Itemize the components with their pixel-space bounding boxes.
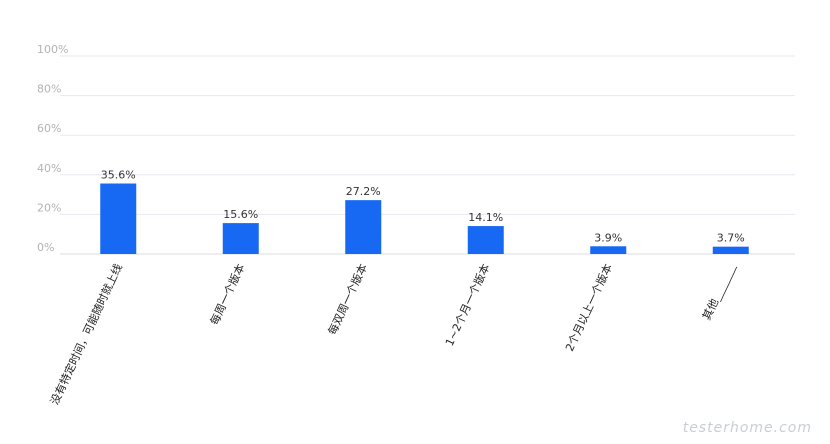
x-tick-label: 没有特定时间，可能随时就上线 (47, 261, 125, 406)
value-labels: 35.6% 15.6% 27.2% 14.1% 3.9% 3.7% (101, 169, 745, 245)
gridlines (60, 55, 795, 255)
y-axis-ticks: 0% 20% 40% 60% 80% 100% (37, 43, 68, 254)
data-label: 35.6% (101, 169, 136, 182)
data-label: 14.1% (468, 211, 503, 224)
bar (100, 183, 137, 254)
category-labels: 没有特定时间，可能随时就上线 每周一个版本 每双周一个版本 1~2个月一个版本 2个月以… (47, 261, 737, 407)
x-tick-label: 其他_______ (700, 261, 738, 322)
data-label: 3.7% (717, 232, 745, 245)
y-tick-label: 60% (37, 122, 61, 135)
y-tick-label: 0% (37, 241, 54, 254)
x-tick-label: 每周一个版本 (207, 261, 248, 327)
bar (467, 226, 504, 254)
bar (345, 200, 382, 254)
x-tick-label: 2个月以上一个版本 (562, 261, 615, 353)
y-tick-label: 20% (37, 201, 61, 214)
x-tick-label: 每双周一个版本 (325, 261, 370, 337)
data-label: 15.6% (223, 208, 258, 221)
bar (590, 246, 627, 254)
bar (712, 246, 749, 254)
watermark: testerhome.com (682, 420, 812, 436)
data-label: 27.2% (346, 185, 381, 198)
y-tick-label: 40% (37, 162, 61, 175)
bar (222, 223, 259, 254)
y-tick-label: 80% (37, 83, 61, 96)
x-tick-label: 1~2个月一个版本 (442, 261, 492, 348)
bars (100, 183, 749, 254)
y-tick-label: 100% (37, 43, 68, 56)
data-label: 3.9% (594, 231, 622, 244)
